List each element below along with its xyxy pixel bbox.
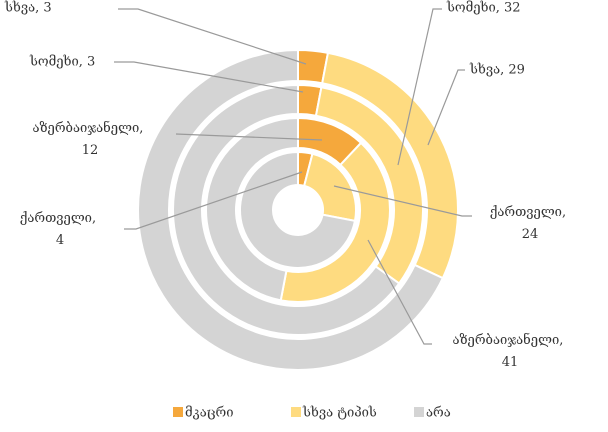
legend-label: სხვა ტიპის xyxy=(302,406,377,421)
data-label: სომეხი, 3 xyxy=(29,55,95,70)
label-line: აზერბაიჯანელი, xyxy=(452,332,567,348)
ring-segment xyxy=(172,83,401,336)
label-line: ქართველი, xyxy=(20,211,100,226)
data-label: სომეხი, 32 xyxy=(446,1,521,16)
ring-segment xyxy=(205,116,299,302)
label-line: 24 xyxy=(522,227,539,242)
ring-segment xyxy=(239,150,357,269)
label-line: 12 xyxy=(82,143,99,158)
legend-swatch xyxy=(291,407,301,417)
leader-line xyxy=(118,8,307,65)
data-label: სხვა, 29 xyxy=(469,63,525,78)
legend-label: მკაცრი xyxy=(185,406,234,421)
leader-line xyxy=(427,69,465,146)
data-label: ქართველი, 24 xyxy=(490,205,570,242)
leader-line xyxy=(124,171,303,230)
legend-swatch xyxy=(173,407,183,417)
data-label: ქართველი, 4 xyxy=(20,211,100,248)
legend-swatch xyxy=(414,407,424,417)
data-label: სხვა, 3 xyxy=(4,1,52,16)
leader-line xyxy=(114,61,304,93)
label-line: ქართველი, xyxy=(490,205,570,220)
data-label: აზერბაიჯანელი, 12 xyxy=(32,120,147,158)
label-line: 4 xyxy=(56,233,64,248)
leader-line xyxy=(175,133,323,141)
ring-segment xyxy=(137,48,445,371)
leader-line xyxy=(367,239,432,345)
label-line: 41 xyxy=(502,355,519,370)
data-label: აზერბაიჯანელი, 41 xyxy=(452,332,567,370)
leader-line xyxy=(333,185,472,217)
leader-line xyxy=(397,8,442,166)
legend-label: არა xyxy=(426,406,451,421)
ring-segment xyxy=(279,141,391,303)
label-line: აზერბაიჯანელი, xyxy=(32,120,147,136)
